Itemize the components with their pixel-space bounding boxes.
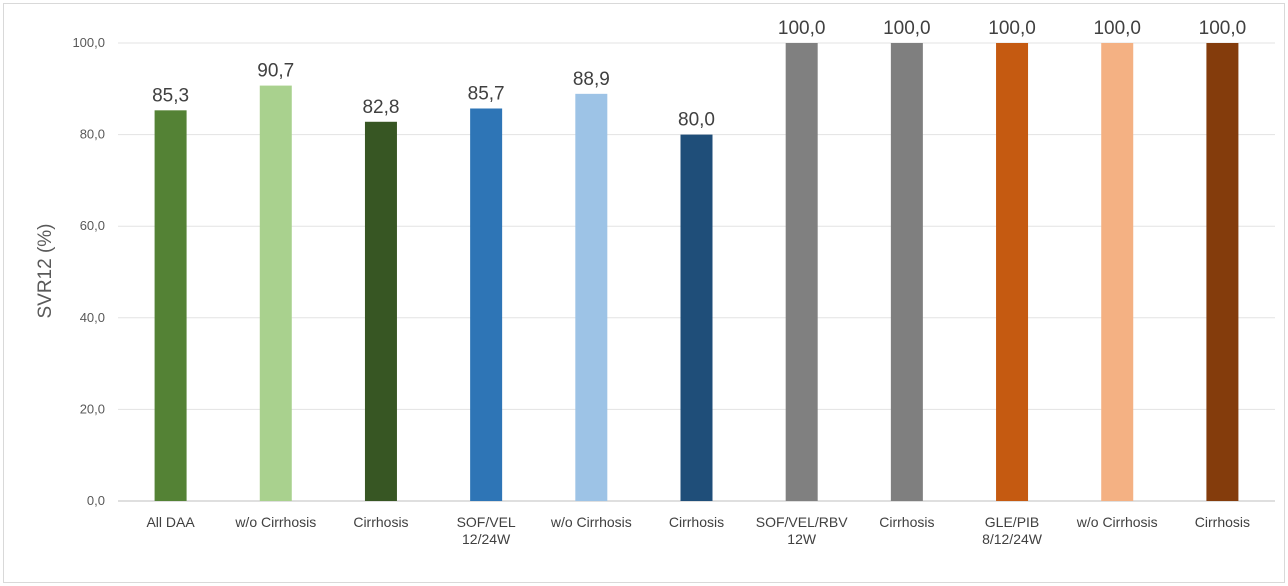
x-tick-label: w/o Cirrhosis xyxy=(234,514,316,530)
data-label: 100,0 xyxy=(1093,18,1141,39)
y-axis-ticks: 0,0 20,0 40,0 60,0 80,0 100,0 xyxy=(72,35,105,508)
bar xyxy=(785,43,818,501)
data-label: 85,3 xyxy=(152,85,189,106)
data-label: 82,8 xyxy=(362,97,399,118)
x-tick-label: Cirrhosis xyxy=(353,514,408,530)
x-tick-label: 12/24W xyxy=(462,531,511,547)
y-tick-label: 100,0 xyxy=(72,35,105,50)
bar xyxy=(364,121,397,501)
y-tick-label: 0,0 xyxy=(87,493,105,508)
x-tick-label: Cirrhosis xyxy=(879,514,934,530)
bar xyxy=(575,93,608,501)
bars xyxy=(154,43,1239,502)
y-tick-label: 40,0 xyxy=(80,310,105,325)
bar xyxy=(470,108,503,501)
y-tick-label: 80,0 xyxy=(80,127,105,142)
y-tick-label: 20,0 xyxy=(80,401,105,416)
data-label: 100,0 xyxy=(1199,18,1247,39)
x-axis-labels: All DAA w/o Cirrhosis Cirrhosis SOF/VEL12/2… xyxy=(146,514,1250,547)
bar xyxy=(680,134,713,501)
data-label: 88,9 xyxy=(573,69,610,90)
data-label: 100,0 xyxy=(883,18,931,39)
x-tick-label: Cirrhosis xyxy=(1195,514,1250,530)
x-tick-label: Cirrhosis xyxy=(669,514,724,530)
bar xyxy=(890,43,923,501)
value-labels: 85,3 90,7 82,8 85,7 88,9 80,0 100,0 100,0 100,0 1… xyxy=(152,18,1246,131)
bar xyxy=(1206,43,1239,501)
x-tick-label: w/o Cirrhosis xyxy=(1076,514,1158,530)
y-axis-title: SVR12 (%) xyxy=(35,223,56,318)
data-label: 80,0 xyxy=(678,110,715,131)
data-label: 90,7 xyxy=(257,61,294,82)
bar xyxy=(259,85,292,502)
x-tick-label: 12W xyxy=(787,531,817,547)
y-tick-label: 60,0 xyxy=(80,218,105,233)
x-tick-label: 8/12/24W xyxy=(982,531,1043,547)
x-tick-label: All DAA xyxy=(146,514,195,530)
x-tick-label: GLE/PIB xyxy=(985,514,1039,530)
bar xyxy=(996,43,1029,501)
data-label: 85,7 xyxy=(468,83,505,104)
x-tick-label: w/o Cirrhosis xyxy=(550,514,632,530)
bar xyxy=(154,110,187,502)
bar xyxy=(1101,43,1134,501)
x-tick-label: SOF/VEL xyxy=(457,514,516,530)
data-label: 100,0 xyxy=(988,18,1036,39)
x-tick-label: SOF/VEL/RBV xyxy=(756,514,848,530)
chart-frame xyxy=(3,3,1285,583)
data-label: 100,0 xyxy=(778,18,826,39)
